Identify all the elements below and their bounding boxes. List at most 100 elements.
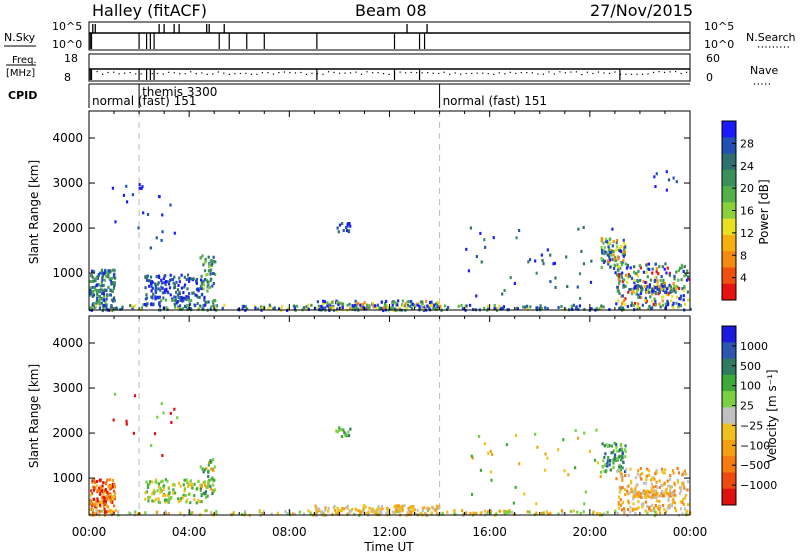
echo-cell [174,305,177,309]
echo-cell [376,507,379,511]
echo-cell [679,485,683,489]
echo-cell [654,286,657,290]
y-tick-label: 4000 [52,131,83,145]
x-tick-label: 12:00 [372,525,407,539]
echo-cell [173,302,177,306]
echo-cell [672,493,675,497]
echo-cell [90,507,93,511]
echo-cell [608,444,611,448]
echo-cell [560,305,563,309]
echo-cell [423,306,426,310]
echo-cell [686,509,689,513]
echo-cell [578,304,581,308]
echo-cell [158,276,161,280]
echo-cell [381,505,384,509]
echo-cell [658,302,661,306]
echo-cell [101,271,104,275]
echo-cell [346,303,349,307]
echo-cell [188,483,192,487]
echo-cell [624,273,628,277]
echo-cell [648,267,651,271]
echo-cell [619,260,622,264]
echo-cell [109,288,112,292]
echo-cell [669,285,672,289]
echo-cell [198,295,201,299]
echo-cell [154,284,157,288]
echo-cell [200,493,203,497]
echo-cell [106,274,110,278]
echo-cell [631,289,634,293]
echo-cell [286,511,289,515]
echo-cell [475,511,478,515]
nave-dot [102,73,104,75]
echo-cell [576,436,580,440]
echo-cell [467,269,471,273]
echo-cell [103,503,106,507]
echo-cell [173,275,176,279]
echo-cell [621,280,624,284]
nave-dot [520,72,522,74]
echo-cell [105,270,108,274]
echo-cell [100,268,104,272]
echo-cell [608,247,611,251]
echo-cell [639,291,642,295]
echo-cell [686,480,690,484]
echo-cell [177,500,180,504]
echo-cell [637,269,640,273]
echo-cell [272,307,275,311]
echo-cell [89,507,92,511]
echo-cell [173,285,177,289]
echo-cell [111,485,114,489]
echo-cell [633,265,636,269]
echo-cell [544,452,547,456]
nave-dot [416,72,418,74]
echo-cell [94,486,97,490]
echo-cell [502,306,505,310]
echo-cell [490,478,493,482]
echo-cell [110,269,113,273]
nave-dot [261,72,263,74]
echo-cell [645,474,648,478]
echo-cell [644,288,648,292]
echo-cell [668,488,672,492]
echo-cell [401,299,404,303]
echo-cell [686,488,689,492]
echo-cell [190,298,193,302]
nave-dot [399,71,401,73]
echo-cell [665,170,668,174]
echo-cell [365,303,369,307]
echo-cell [609,468,612,472]
echo-cell [679,304,682,308]
echo-cell [570,304,573,308]
echo-cell [409,505,412,509]
echo-cell [185,500,188,504]
echo-cell [659,305,662,309]
echo-cell [392,300,395,304]
echo-cell [150,289,153,293]
echo-cell [684,493,688,497]
echo-cell [105,297,108,301]
echo-cell [638,295,641,299]
echo-cell [529,305,532,309]
echo-cell [129,304,132,308]
echo-cell [91,491,94,495]
echo-cell [381,507,384,511]
echo-cell [92,510,95,514]
echo-cell [647,507,651,511]
echo-cell [646,285,649,289]
echo-cell [207,469,210,473]
echo-cell [655,270,658,274]
echo-cell [589,280,593,284]
echo-cell [650,491,653,495]
echo-cell [654,276,657,280]
echo-cell [678,297,681,301]
cpid-segment-label: themis 3300 [142,85,217,99]
echo-cell [189,277,192,281]
echo-cell [645,478,648,482]
echo-cell [149,480,152,484]
echo-cell [162,411,165,415]
echo-cell [148,482,151,486]
echo-cell [664,302,667,306]
nsearch-top-tick: 10^5 [704,20,734,33]
echo-cell [608,459,612,463]
